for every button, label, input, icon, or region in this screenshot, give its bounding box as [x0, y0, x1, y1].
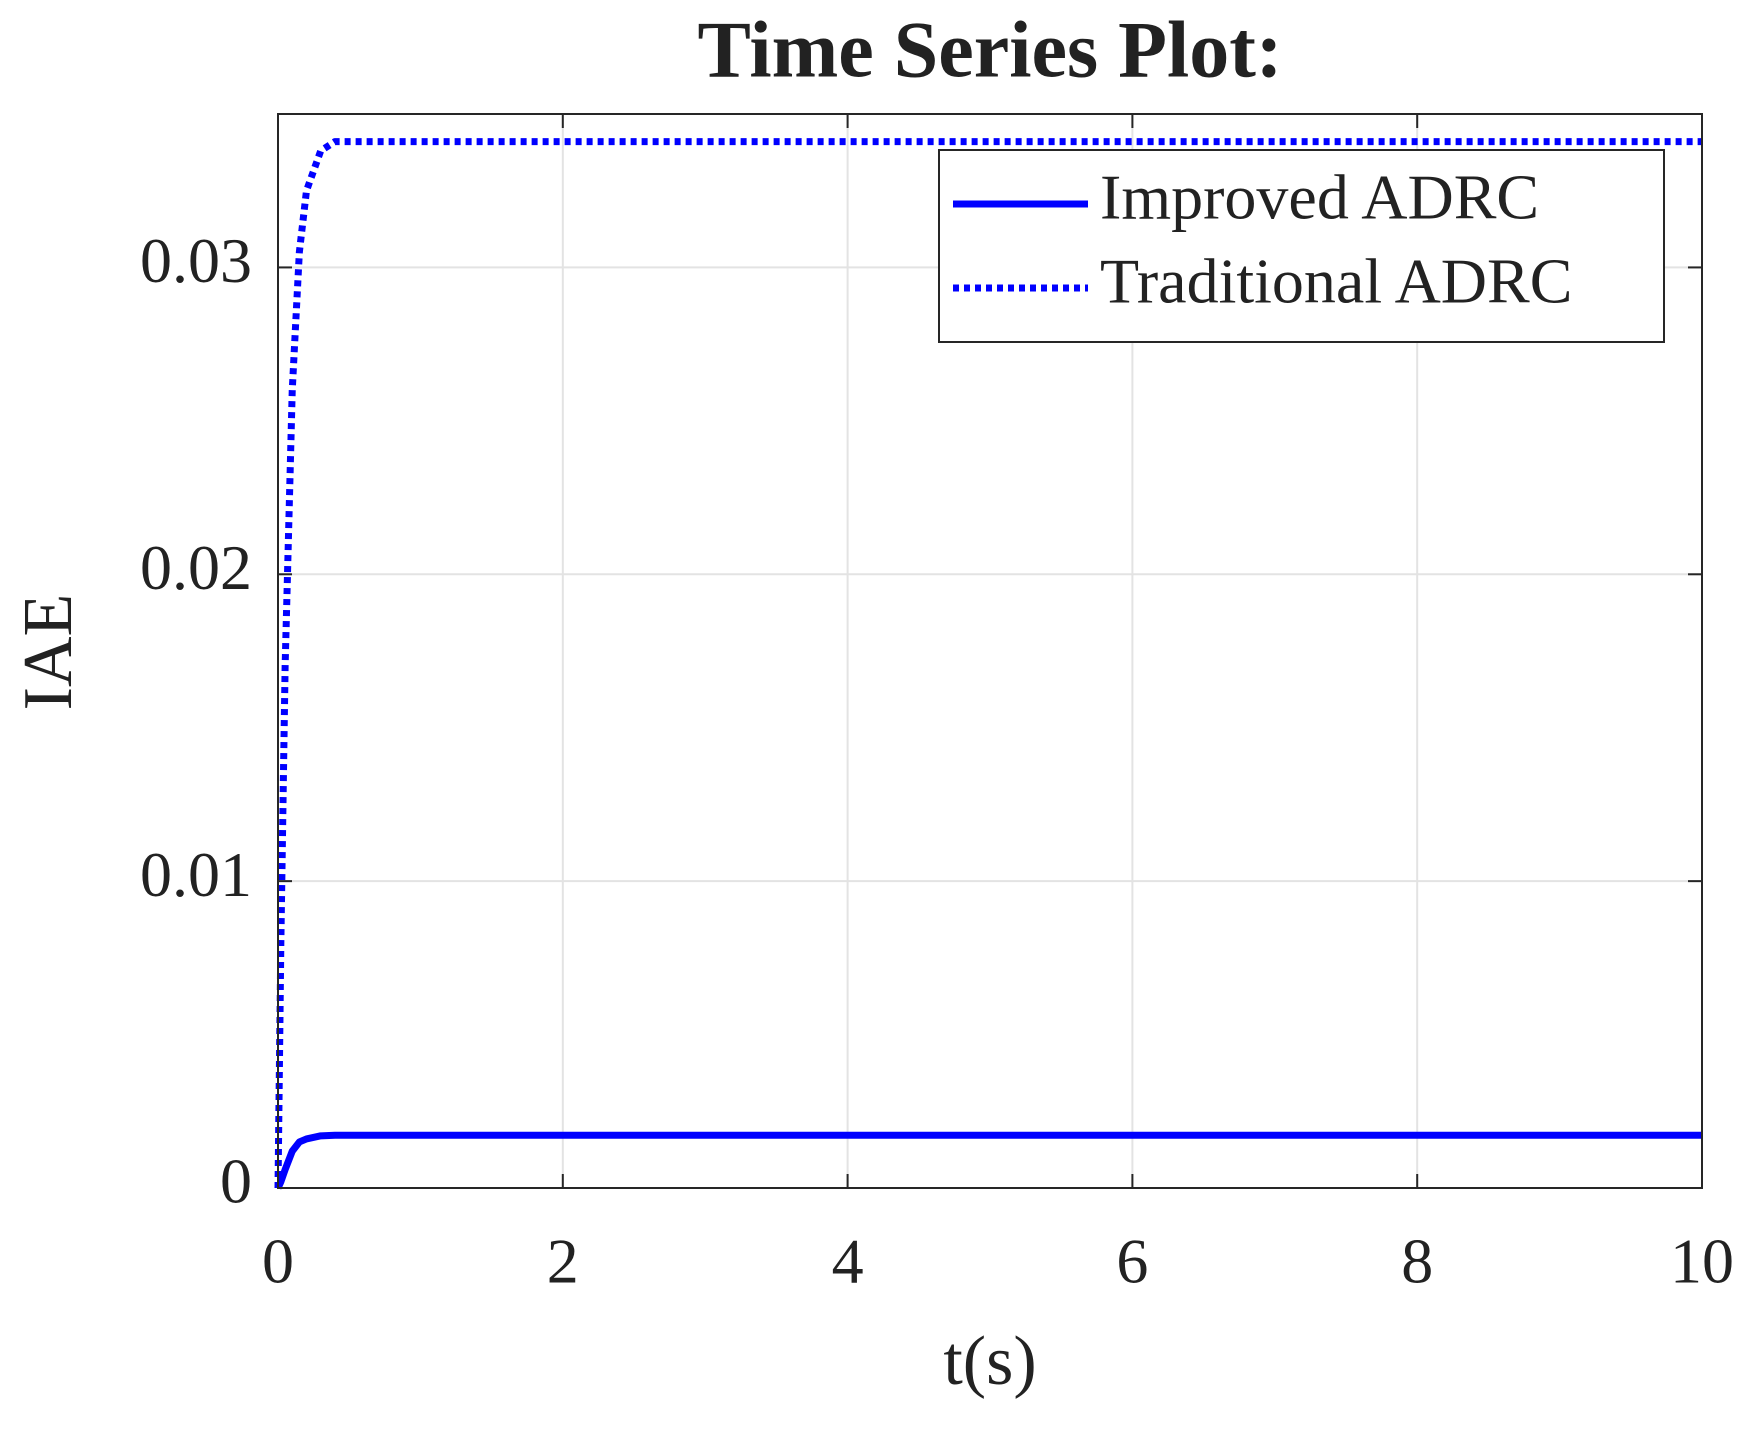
y-axis-label: IAE [10, 594, 87, 711]
legend-label: Traditional ADRC [1100, 246, 1572, 317]
chart-title: Time Series Plot: [697, 6, 1282, 94]
y-tick-label: 0.02 [140, 532, 252, 603]
legend-box [938, 149, 1665, 343]
legend: Improved ADRC Traditional ADRC [938, 149, 1665, 343]
series-line [274, 138, 1702, 1189]
x-tick-label: 2 [547, 1226, 579, 1297]
series-line [274, 1131, 1702, 1190]
x-tick-label: 10 [1670, 1226, 1734, 1297]
plot-frame [277, 113, 1703, 1189]
x-tick-label: 6 [1116, 1226, 1148, 1297]
y-tick-label: 0.03 [140, 225, 252, 296]
x-axis-label: t(s) [943, 1323, 1036, 1400]
y-tick-label: 0.01 [140, 839, 252, 910]
legend-label: Improved ADRC [1100, 162, 1539, 233]
x-tick-label: 0 [262, 1226, 294, 1297]
x-tick-label: 8 [1401, 1226, 1433, 1297]
y-tick-label: 0 [220, 1146, 252, 1217]
x-tick-label: 4 [832, 1226, 864, 1297]
